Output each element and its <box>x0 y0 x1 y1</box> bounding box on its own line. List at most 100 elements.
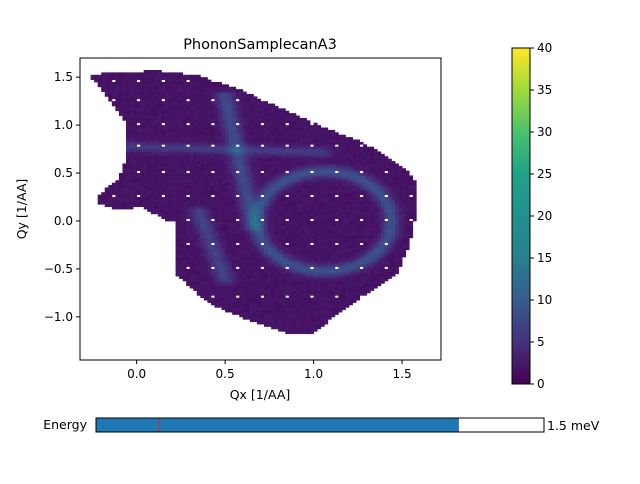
heatmap-cell <box>288 249 293 253</box>
heatmap-cell <box>398 225 403 229</box>
heatmap-cell <box>182 252 187 255</box>
heatmap-cell <box>327 307 332 311</box>
heatmap-cell <box>264 180 268 184</box>
heatmap-cell <box>370 242 375 246</box>
heatmap-cell <box>232 237 237 241</box>
heatmap-cell <box>341 280 346 284</box>
heatmap-cell <box>394 249 399 253</box>
heatmap-cell <box>271 223 276 227</box>
heatmap-cell <box>200 201 205 205</box>
heatmap-cell <box>313 235 318 239</box>
heatmap-cell <box>203 220 208 224</box>
heatmap-cell <box>281 185 286 188</box>
heatmap-cell <box>299 247 304 251</box>
heatmap-cell <box>327 244 332 248</box>
heatmap-cell <box>402 230 407 234</box>
heatmap-cell <box>193 237 198 241</box>
heatmap-cell <box>196 276 201 279</box>
heatmap-cell <box>394 175 399 179</box>
heatmap-cell <box>221 197 226 200</box>
heatmap-cell <box>359 158 364 162</box>
heatmap-cell <box>324 242 329 246</box>
heatmap-cell <box>338 187 343 191</box>
heatmap-cell <box>221 211 226 215</box>
heatmap-cell <box>285 139 290 143</box>
heatmap-cell <box>242 312 247 315</box>
heatmap-cell <box>402 175 407 179</box>
heatmap-cell <box>214 151 219 155</box>
heatmap-cell <box>260 201 265 205</box>
heatmap-cell <box>182 163 187 167</box>
heatmap-cell <box>288 225 293 229</box>
heatmap-cell <box>228 307 233 311</box>
heatmap-cell <box>218 242 222 246</box>
heatmap-cell <box>338 254 343 258</box>
heatmap-cell <box>334 141 339 145</box>
heatmap-cell <box>242 220 247 224</box>
heatmap-cell <box>299 168 304 172</box>
heatmap-cell <box>179 180 184 184</box>
heatmap-cell <box>363 151 368 155</box>
heatmap-cell <box>214 168 219 172</box>
heatmap-cell <box>260 300 265 303</box>
heatmap-cell <box>306 192 311 196</box>
heatmap-cell <box>313 312 318 315</box>
heatmap-cell <box>249 252 254 255</box>
heatmap-cell <box>380 244 385 248</box>
heatmap-cell <box>242 230 247 234</box>
heatmap-cell <box>359 201 364 205</box>
heatmap-cell <box>175 247 180 251</box>
heatmap-cell <box>239 141 244 145</box>
heatmap-cell <box>253 187 258 191</box>
heatmap-cell <box>200 194 205 198</box>
heatmap-cell <box>363 220 368 224</box>
heatmap-cell <box>221 189 226 193</box>
heatmap-cell <box>249 220 254 224</box>
heatmap-cell <box>356 204 360 208</box>
heatmap-cell <box>225 180 230 184</box>
heatmap-cell <box>214 285 219 289</box>
heatmap-cell <box>338 297 343 301</box>
heatmap-cell <box>242 242 247 246</box>
heatmap-cell <box>264 139 268 143</box>
heatmap-cell <box>320 192 325 196</box>
heatmap-cell <box>373 175 378 179</box>
heatmap-cell <box>140 187 145 191</box>
heatmap-cell <box>387 213 392 217</box>
heatmap-cell <box>228 292 233 296</box>
heatmap-cell <box>136 161 141 164</box>
heatmap-cell <box>320 252 325 255</box>
heatmap-cell <box>281 302 286 306</box>
heatmap-cell <box>377 218 382 222</box>
heatmap-cell <box>359 285 364 289</box>
heatmap-cell <box>193 146 198 150</box>
heatmap-cell <box>320 144 325 148</box>
heatmap-cell <box>324 187 329 191</box>
heatmap-cell <box>133 141 138 145</box>
heatmap-cell <box>292 187 297 191</box>
heatmap-cell <box>111 182 116 186</box>
heatmap-cell <box>189 240 194 243</box>
heatmap-cell <box>278 249 283 253</box>
heatmap-cell <box>253 175 258 179</box>
heatmap-cell <box>221 199 226 203</box>
heatmap-cell <box>391 232 396 236</box>
heatmap-cell <box>207 144 212 148</box>
heatmap-cell <box>242 290 247 294</box>
heatmap-cell <box>285 199 290 203</box>
heatmap-cell <box>292 247 297 251</box>
heatmap-cell <box>253 216 258 219</box>
heatmap-cell <box>341 268 346 272</box>
heatmap-cell <box>221 223 226 227</box>
heatmap-cell <box>313 180 318 184</box>
heatmap-cell <box>317 170 322 174</box>
heatmap-cell <box>391 165 396 169</box>
heatmap-cell <box>278 247 283 251</box>
heatmap-cell <box>274 247 279 251</box>
heatmap-cell <box>345 187 350 191</box>
heatmap-cell <box>239 276 244 279</box>
heatmap-cell <box>331 300 336 303</box>
heatmap-cell <box>193 163 198 167</box>
heatmap-cell <box>203 266 208 270</box>
heatmap-cell <box>154 168 159 172</box>
